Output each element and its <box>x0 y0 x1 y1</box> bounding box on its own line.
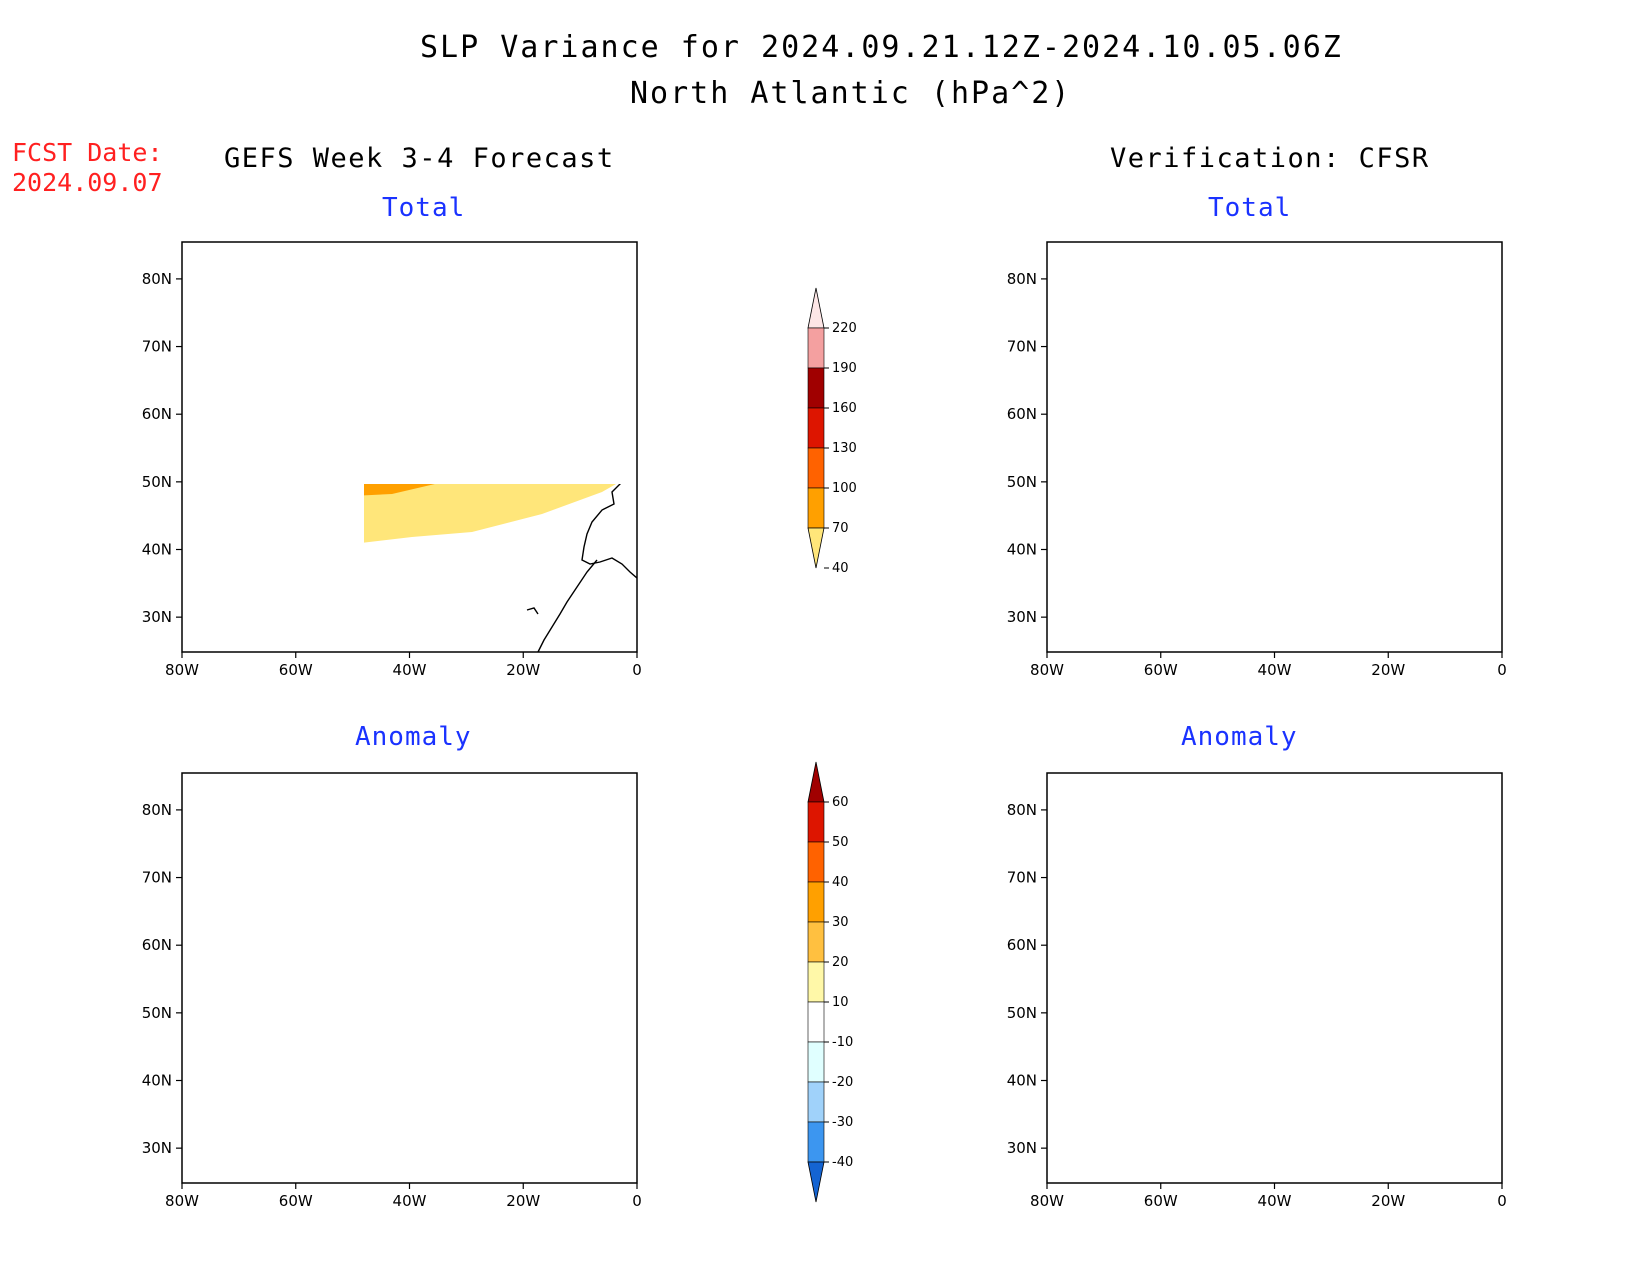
colorbar-level-label: 100 <box>832 481 857 496</box>
lat-tick-label-tr: 70N <box>1007 338 1037 356</box>
lat-tick-label-bl: 30N <box>142 1139 172 1157</box>
lat-tick-label-bl: 50N <box>142 1004 172 1022</box>
colorbar-level-label: 10 <box>832 995 849 1010</box>
colorbar-swatch <box>807 407 825 449</box>
fcst-date-label: FCST Date: <box>12 138 163 167</box>
panel-title-bottom-left: Anomaly <box>355 722 472 752</box>
panel-title-bottom-right: Anomaly <box>1181 722 1298 752</box>
lon-tick-label-tl: 0 <box>632 661 642 679</box>
lat-tick-label-tl: 50N <box>142 473 172 491</box>
colorbar-level-label: 130 <box>832 441 857 456</box>
lon-tick-label-tr: 60W <box>1144 661 1178 679</box>
lon-tick-label-tr: 40W <box>1258 661 1292 679</box>
lon-tick-label-tr: 20W <box>1371 661 1405 679</box>
colorbar-arrow-top <box>807 287 825 329</box>
lon-tick-label-br: 80W <box>1030 1192 1064 1210</box>
lon-tick-label-br: 20W <box>1371 1192 1405 1210</box>
lat-tick-label-tr: 80N <box>1007 270 1037 288</box>
lat-tick-label-bl: 80N <box>142 801 172 819</box>
lat-tick-label-tl: 70N <box>142 338 172 356</box>
lat-tick-label-bl: 70N <box>142 869 172 887</box>
lat-tick-label-br: 60N <box>1007 936 1037 954</box>
colorbar-level-label: 160 <box>832 401 857 416</box>
lat-tick-label-br: 80N <box>1007 801 1037 819</box>
lat-tick-label-tr: 40N <box>1007 541 1037 559</box>
colorbar-total: 220 190 160 130 100 70 40 <box>807 287 857 576</box>
lat-tick-label-tl: 30N <box>142 608 172 626</box>
colorbar-swatch <box>807 921 825 963</box>
map-panel-bottom-right <box>1046 772 1503 1184</box>
lat-tick-label-bl: 60N <box>142 936 172 954</box>
colorbar-swatch <box>807 327 825 369</box>
colorbar-level-label: 30 <box>832 915 849 930</box>
lon-tick-label-bl: 60W <box>279 1192 313 1210</box>
lat-tick-label-tl: 60N <box>142 405 172 423</box>
lon-tick-label-tl: 20W <box>506 661 540 679</box>
left-column-heading: GEFS Week 3-4 Forecast <box>224 143 615 174</box>
lon-tick-label-br: 60W <box>1144 1192 1178 1210</box>
colorbar-level-label: 190 <box>832 361 857 376</box>
colorbar-swatch <box>807 841 825 883</box>
colorbar-level-label: 50 <box>832 835 849 850</box>
colorbar-level-label: -20 <box>832 1075 853 1090</box>
lat-tick-label-tr: 30N <box>1007 608 1037 626</box>
lon-tick-label-bl: 80W <box>165 1192 199 1210</box>
colorbar-level-label: 20 <box>832 955 849 970</box>
lon-tick-label-bl: 20W <box>506 1192 540 1210</box>
lon-tick-label-tr: 0 <box>1497 661 1507 679</box>
fcst-date-value: 2024.09.07 <box>12 168 163 197</box>
colorbar-arrow-bottom <box>807 1161 825 1203</box>
colorbar-swatch <box>807 961 825 1003</box>
lon-tick-label-tl: 40W <box>393 661 427 679</box>
colorbar-swatch <box>807 801 825 843</box>
lon-tick-label-tr: 80W <box>1030 661 1064 679</box>
axes-layer: 80W 60W 40W 20W 0 80N 70N 60N 50N 40N 30N 80W 60W 40W… <box>142 270 1507 1210</box>
colorbar-swatch <box>807 881 825 923</box>
colorbar-swatch <box>807 1081 825 1123</box>
colorbar-swatch <box>807 487 825 529</box>
map-panel-bottom-left <box>181 772 638 1184</box>
colorbar-swatch <box>807 447 825 489</box>
colorbar-level-label: 40 <box>832 875 849 890</box>
lat-tick-label-br: 30N <box>1007 1139 1037 1157</box>
map-panel-top-left <box>181 241 638 653</box>
panel-title-top-right: Total <box>1208 193 1292 223</box>
lat-tick-label-bl: 40N <box>142 1072 172 1090</box>
lat-tick-label-br: 50N <box>1007 1004 1037 1022</box>
main-title: SLP Variance for 2024.09.21.12Z-2024.10.… <box>420 30 1343 65</box>
lat-tick-label-tr: 50N <box>1007 473 1037 491</box>
lon-tick-label-bl: 40W <box>393 1192 427 1210</box>
colorbar-arrow-bottom <box>807 527 825 569</box>
colorbar-swatch <box>807 1001 825 1043</box>
colorbar-anomaly: 60 50 40 30 20 10 -10 -20 -30 -40 <box>807 761 853 1203</box>
lon-tick-label-br: 40W <box>1258 1192 1292 1210</box>
lon-tick-label-tl: 60W <box>279 661 313 679</box>
colorbar-swatch <box>807 1041 825 1083</box>
lat-tick-label-tr: 60N <box>1007 405 1037 423</box>
colorbar-arrow-top <box>807 761 825 803</box>
colorbar-swatch <box>807 367 825 409</box>
map-panel-top-right <box>1046 241 1503 653</box>
lon-tick-label-br: 0 <box>1497 1192 1507 1210</box>
colorbar-level-label: 220 <box>832 321 857 336</box>
colorbar-level-label: 70 <box>832 521 849 536</box>
lat-tick-label-tl: 40N <box>142 541 172 559</box>
panel-title-top-left: Total <box>382 193 466 223</box>
colorbar-level-label: 40 <box>832 561 849 576</box>
right-column-heading: Verification: CFSR <box>1110 143 1430 174</box>
main-subtitle: North Atlantic (hPa^2) <box>630 76 1072 111</box>
lat-tick-label-br: 70N <box>1007 869 1037 887</box>
colorbar-level-label: -30 <box>832 1115 853 1130</box>
lon-tick-label-bl: 0 <box>632 1192 642 1210</box>
colorbar-level-label: 60 <box>832 795 849 810</box>
colorbar-level-label: -10 <box>832 1035 853 1050</box>
colorbar-swatch <box>807 1121 825 1163</box>
lat-tick-label-br: 40N <box>1007 1072 1037 1090</box>
colorbar-level-label: -40 <box>832 1155 853 1170</box>
lon-tick-label-tl: 80W <box>165 661 199 679</box>
lat-tick-label-tl: 80N <box>142 270 172 288</box>
